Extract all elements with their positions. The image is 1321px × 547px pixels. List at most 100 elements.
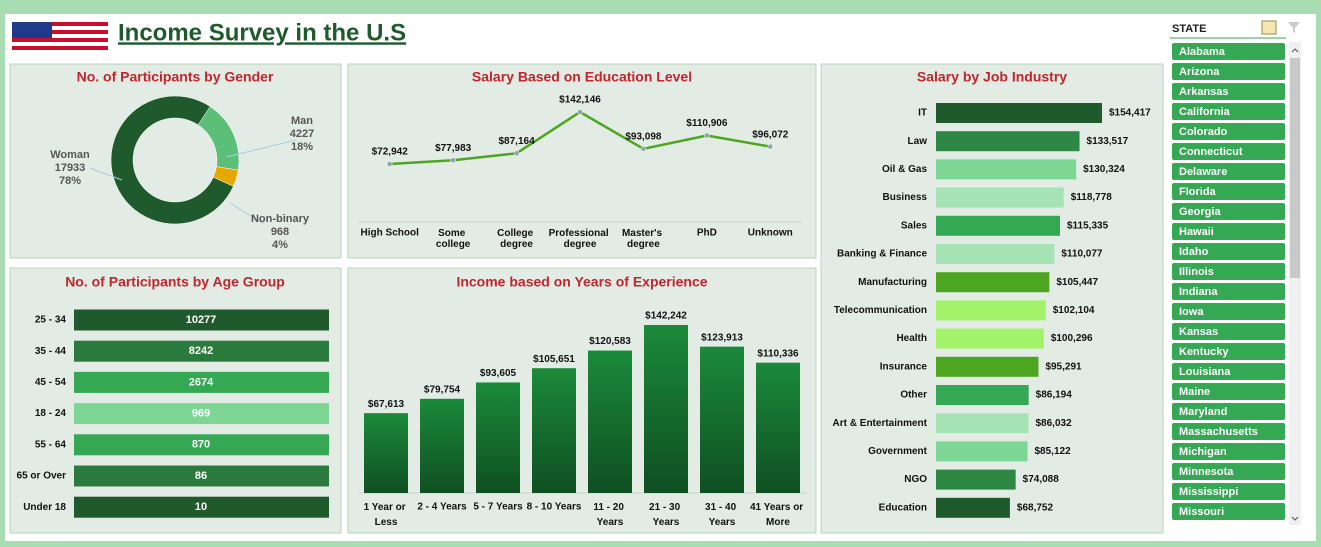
slicer-button[interactable]: [1172, 363, 1285, 380]
bar: [476, 382, 520, 493]
bar: [936, 356, 1039, 377]
slicer-button[interactable]: [1172, 143, 1285, 160]
y-tick-label: Banking & Finance: [837, 249, 927, 260]
slicer-button[interactable]: [1172, 163, 1285, 180]
slicer-button[interactable]: [1172, 463, 1285, 480]
bar: [936, 385, 1029, 405]
x-tick-label: High School: [361, 228, 420, 239]
point: [386, 161, 393, 167]
slicer-item[interactable]: Louisiana: [1172, 363, 1285, 380]
slicer-item[interactable]: Arkansas: [1172, 83, 1285, 100]
slicer-label: Mississippi: [1179, 486, 1238, 498]
bar: [532, 368, 576, 493]
y-tick-label: Government: [868, 446, 928, 457]
slicer-button[interactable]: [1172, 483, 1285, 500]
row-label: 35 - 44: [35, 346, 67, 357]
slicer-button[interactable]: [1172, 63, 1285, 80]
slicer-button[interactable]: [1172, 423, 1285, 440]
slicer-item[interactable]: Michigan: [1172, 443, 1285, 460]
slicer-item[interactable]: Indiana: [1172, 283, 1285, 300]
slicer-item[interactable]: Mississippi: [1172, 483, 1285, 500]
slicer-label: Idaho: [1179, 246, 1209, 258]
slicer-button[interactable]: [1172, 283, 1285, 300]
slicer-label: Florida: [1179, 186, 1217, 198]
leader-line: [229, 202, 265, 225]
slicer-item[interactable]: Kansas: [1172, 323, 1285, 340]
cell-value: 86: [195, 470, 207, 482]
bar: [936, 244, 1055, 264]
slicer-item[interactable]: Georgia: [1172, 203, 1285, 220]
value-label: $142,242: [645, 311, 687, 322]
value-label: $115,335: [1067, 220, 1109, 231]
slicer-item[interactable]: Minnesota: [1172, 463, 1285, 480]
x-tick-label: 8 - 10 Years: [527, 502, 582, 513]
scroll-thumb[interactable]: [1290, 58, 1300, 278]
slicer-item[interactable]: Kentucky: [1172, 343, 1285, 360]
slicer-item[interactable]: Hawaii: [1172, 223, 1285, 240]
dashboard-title: Income Survey in the U.S: [118, 19, 406, 46]
slicer-button[interactable]: [1172, 43, 1285, 60]
scroll-down[interactable]: [1291, 516, 1299, 521]
slicer-item[interactable]: California: [1172, 103, 1285, 120]
x-tick-label: 2 - 4 Years: [417, 502, 467, 513]
slicer-button[interactable]: [1172, 383, 1285, 400]
y-tick-label: IT: [918, 108, 927, 119]
slicer-label: Louisiana: [1179, 366, 1231, 378]
slicer-item[interactable]: Delaware: [1172, 163, 1285, 180]
slicer-item[interactable]: Florida: [1172, 183, 1285, 200]
multi-select-icon[interactable]: [1261, 20, 1277, 35]
value-label: $86,032: [1035, 418, 1072, 429]
value-label: $72,942: [372, 147, 409, 158]
slicer-label: Indiana: [1179, 286, 1218, 298]
slicer-item[interactable]: Idaho: [1172, 243, 1285, 260]
slicer-label: Michigan: [1179, 446, 1227, 458]
scroll-up[interactable]: [1291, 48, 1299, 53]
slicer-button[interactable]: [1172, 263, 1285, 280]
point: [577, 109, 583, 115]
slicer-item[interactable]: Alabama: [1172, 43, 1285, 60]
slicer-item[interactable]: Illinois: [1172, 263, 1285, 280]
slicer-label: Colorado: [1179, 126, 1228, 138]
slicer-label: Kansas: [1179, 326, 1218, 338]
value-label: $93,605: [480, 368, 517, 379]
slicer-item[interactable]: Maine: [1172, 383, 1285, 400]
slicer-label: Missouri: [1179, 506, 1224, 518]
row-label: 65 or Over: [17, 471, 67, 482]
x-tick-label: 5 - 7 Years: [473, 502, 523, 513]
bar: [588, 350, 632, 493]
bar: [936, 159, 1077, 180]
slicer-item[interactable]: Missouri: [1172, 503, 1285, 520]
bar: [936, 328, 1044, 349]
slicer-button[interactable]: [1172, 123, 1285, 140]
slicer-item[interactable]: Maryland: [1172, 403, 1285, 420]
slicer-button[interactable]: [1172, 503, 1285, 520]
slicer-button[interactable]: [1172, 323, 1285, 340]
slicer-button[interactable]: [1172, 343, 1285, 360]
slicer-item[interactable]: Massachusetts: [1172, 423, 1285, 440]
slicer-button[interactable]: [1172, 243, 1285, 260]
slicer-button[interactable]: [1172, 403, 1285, 420]
donut-slice: [110, 95, 234, 225]
slicer-button[interactable]: [1172, 83, 1285, 100]
value-label: $68,752: [1017, 502, 1054, 513]
slicer-button[interactable]: [1172, 203, 1285, 220]
slicer-button[interactable]: [1172, 443, 1285, 460]
x-tick-label: 11 - 20 Years: [593, 502, 626, 528]
slicer-item[interactable]: Colorado: [1172, 123, 1285, 140]
slicer-item[interactable]: Iowa: [1172, 303, 1285, 320]
slicer-button[interactable]: [1172, 303, 1285, 320]
x-tick-label: Professional degree: [549, 228, 612, 250]
slicer-label: Georgia: [1179, 206, 1221, 218]
cell: [74, 434, 329, 456]
slicer-button[interactable]: [1172, 223, 1285, 240]
slicer-item[interactable]: Arizona: [1172, 63, 1285, 80]
value-label: $110,336: [757, 348, 799, 359]
clear-filter-icon[interactable]: [1288, 22, 1300, 33]
bar: [936, 272, 1050, 293]
bar: [936, 215, 1060, 236]
slicer-item[interactable]: Connecticut: [1172, 143, 1285, 160]
slicer-button[interactable]: [1172, 103, 1285, 120]
slicer-button[interactable]: [1172, 183, 1285, 200]
y-tick-label: Other: [900, 390, 927, 401]
slicer-label: Kentucky: [1179, 346, 1229, 358]
